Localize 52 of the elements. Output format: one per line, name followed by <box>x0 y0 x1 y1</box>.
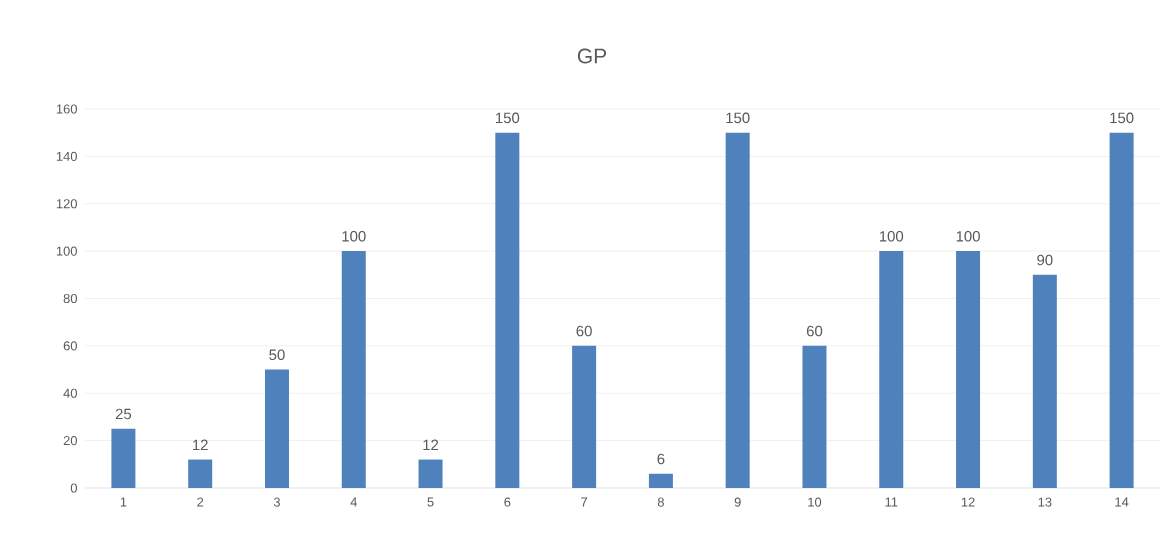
y-tick-label: 120 <box>56 199 77 209</box>
bar <box>418 459 443 488</box>
data-label: 6 <box>657 453 665 465</box>
x-tick-label: 12 <box>961 497 975 507</box>
x-tick-label: 2 <box>197 497 204 507</box>
data-label: 150 <box>1110 112 1134 124</box>
x-tick-label: 7 <box>581 497 588 507</box>
x-tick-label: 8 <box>657 497 664 507</box>
x-tick-label: 5 <box>427 497 434 507</box>
bar <box>802 345 827 488</box>
bar <box>1109 132 1134 488</box>
bar <box>956 251 981 488</box>
x-tick-label: 6 <box>504 497 511 507</box>
data-label: 25 <box>115 408 132 420</box>
data-label: 100 <box>956 231 980 242</box>
y-tick-label: 60 <box>63 341 77 351</box>
x-tick-label: 11 <box>885 497 898 507</box>
data-label: 90 <box>1037 254 1053 266</box>
x-tick-label: 14 <box>1115 497 1129 507</box>
x-tick-label: 9 <box>734 497 741 507</box>
chart-title: GP <box>577 48 607 64</box>
x-tick-label: 4 <box>350 497 357 507</box>
bar <box>648 473 673 488</box>
bar <box>188 459 213 488</box>
bar <box>495 132 520 488</box>
y-tick-label: 20 <box>63 436 77 446</box>
bar <box>879 251 904 488</box>
data-label: 60 <box>806 325 823 337</box>
bar <box>111 428 136 488</box>
x-tick-label: 3 <box>273 497 281 507</box>
y-tick-label: 100 <box>56 246 77 256</box>
data-label: 150 <box>726 112 750 124</box>
bar <box>572 345 597 488</box>
data-label: 50 <box>269 349 285 361</box>
bar <box>1032 274 1057 488</box>
y-tick-label: 140 <box>56 151 77 161</box>
data-label: 60 <box>576 325 592 337</box>
data-label: 12 <box>193 439 208 451</box>
bar <box>725 132 750 488</box>
y-tick-label: 160 <box>56 104 77 114</box>
y-tick-label: 80 <box>63 293 77 304</box>
bar <box>264 369 289 488</box>
y-tick-label: 0 <box>70 483 77 493</box>
x-tick-label: 10 <box>808 497 822 507</box>
data-label: 150 <box>496 112 520 124</box>
bar <box>341 251 366 488</box>
y-tick-label: 40 <box>63 388 77 398</box>
data-label: 100 <box>879 231 904 242</box>
x-tick-label: 13 <box>1038 497 1052 507</box>
x-tick-label: 1 <box>120 497 127 507</box>
data-label: 12 <box>423 439 439 451</box>
data-label: 100 <box>342 231 366 242</box>
